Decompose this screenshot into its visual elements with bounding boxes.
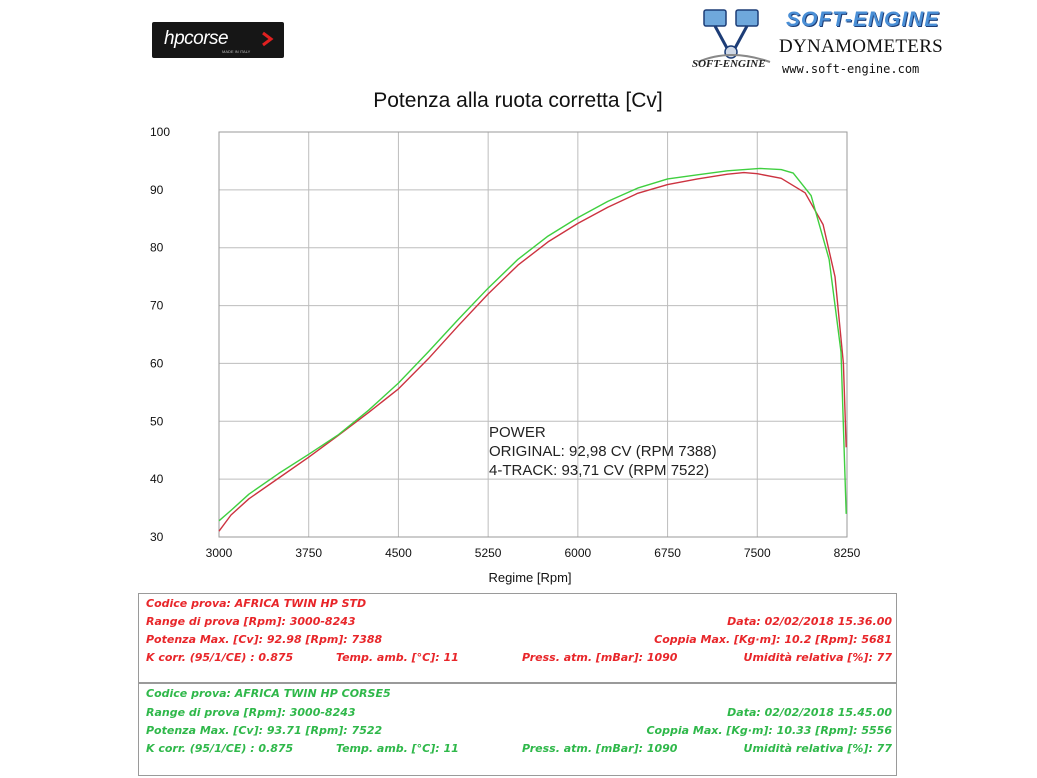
annotation-line-2: ORIGINAL: 92,98 CV (RPM 7388) xyxy=(489,443,717,460)
y-tick-label: 30 xyxy=(150,530,164,544)
hpcorse-logo-subtext: MADE IN ITALY xyxy=(222,49,251,54)
y-tick-label: 50 xyxy=(150,414,164,428)
chart-annotation: POWER ORIGINAL: 92,98 CV (RPM 7388) 4-TR… xyxy=(489,424,717,479)
y-axis-ticks: 30 40 50 60 70 80 90 100 xyxy=(150,125,170,544)
y-tick-label: 40 xyxy=(150,472,164,486)
x-tick-label: 5250 xyxy=(475,546,502,560)
test-code: Codice prova: AFRICA TWIN HP CORSE5 xyxy=(146,687,391,700)
test-date: Data: 02/02/2018 15.36.00 xyxy=(727,615,892,628)
series-line-1 xyxy=(218,171,847,532)
test-date: Data: 02/02/2018 15.45.00 xyxy=(727,706,892,719)
test-range: Range di prova [Rpm]: 3000-8243 xyxy=(146,615,356,628)
plot-frame xyxy=(218,131,848,538)
chart-grid xyxy=(218,131,848,538)
annotation-line-1: POWER xyxy=(489,424,546,441)
soft-engine-emblem-icon xyxy=(697,9,771,63)
x-tick-label: 6750 xyxy=(654,546,681,560)
hpcorse-logo: hpcorse MADE IN ITALY xyxy=(152,22,284,58)
hpcorse-logo-text: hpcorse xyxy=(164,28,229,49)
y-tick-label: 100 xyxy=(150,125,170,139)
y-tick-label: 80 xyxy=(150,241,164,255)
test-temp: Temp. amb. [°C]: 11 xyxy=(336,651,459,664)
x-axis-label: Regime [Rpm] xyxy=(488,570,571,585)
x-tick-label: 3000 xyxy=(206,546,233,560)
chart-title: Potenza alla ruota corretta [Cv] xyxy=(373,89,662,112)
soft-engine-brand: SOFT-ENGINE xyxy=(786,8,940,31)
test-max-power: Potenza Max. [Cv]: 92.98 [Rpm]: 7388 xyxy=(146,633,383,646)
x-tick-label: 7500 xyxy=(744,546,771,560)
test-max-power: Potenza Max. [Cv]: 93.71 [Rpm]: 7522 xyxy=(146,724,383,737)
x-tick-label: 8250 xyxy=(834,546,861,560)
y-tick-label: 60 xyxy=(150,356,164,370)
test-info-4track: Codice prova: AFRICA TWIN HP CORSE5 Rang… xyxy=(138,683,897,776)
x-tick-label: 4500 xyxy=(385,546,412,560)
test-range: Range di prova [Rpm]: 3000-8243 xyxy=(146,706,356,719)
soft-engine-url: www.soft-engine.com xyxy=(782,62,920,76)
test-info-original: Codice prova: AFRICA TWIN HP STD Range d… xyxy=(138,593,897,683)
annotation-line-3: 4-TRACK: 93,71 CV (RPM 7522) xyxy=(489,462,709,479)
soft-engine-small-text: SOFT-ENGINE xyxy=(692,58,766,70)
test-humidity: Umidità relativa [%]: 77 xyxy=(743,651,892,664)
y-tick-label: 70 xyxy=(150,299,164,313)
chevron-right-icon xyxy=(262,31,274,47)
y-tick-label: 90 xyxy=(150,183,164,197)
test-k-corr: K corr. (95/1/CE) : 0.875 xyxy=(146,651,294,664)
power-chart: Potenza alla ruota corretta [Cv] 30 40 50 6… xyxy=(150,89,861,585)
x-tick-label: 3750 xyxy=(295,546,322,560)
x-axis-ticks: 3000 3750 4500 5250 6000 6750 7500 8250 xyxy=(206,546,861,560)
test-temp: Temp. amb. [°C]: 11 xyxy=(336,742,459,755)
soft-engine-product: DYNAMOMETERS xyxy=(779,36,944,57)
test-pressure: Press. atm. [mBar]: 1090 xyxy=(522,742,678,755)
chart-series xyxy=(218,167,847,532)
series-line-2 xyxy=(218,167,847,522)
test-code: Codice prova: AFRICA TWIN HP STD xyxy=(146,597,367,610)
test-pressure: Press. atm. [mBar]: 1090 xyxy=(522,651,678,664)
test-humidity: Umidità relativa [%]: 77 xyxy=(743,742,892,755)
test-max-torque: Coppia Max. [Kg·m]: 10.2 [Rpm]: 5681 xyxy=(654,633,892,646)
test-max-torque: Coppia Max. [Kg·m]: 10.33 [Rpm]: 5556 xyxy=(646,724,892,737)
x-tick-label: 6000 xyxy=(565,546,592,560)
test-k-corr: K corr. (95/1/CE) : 0.875 xyxy=(146,742,294,755)
